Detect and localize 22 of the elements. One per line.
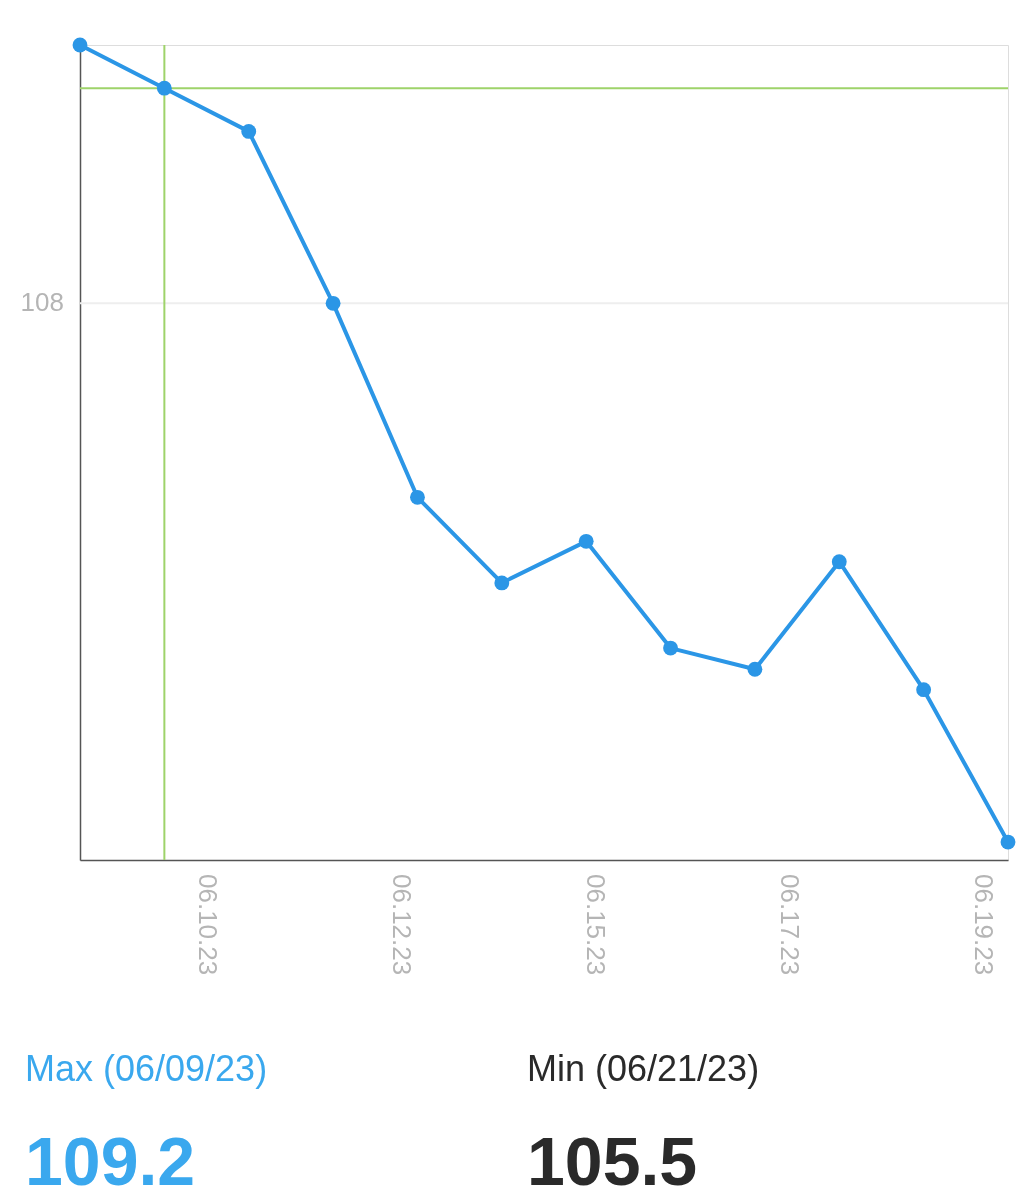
point: [156, 80, 172, 96]
text: 06.15.23: [580, 874, 611, 976]
point: [494, 575, 510, 591]
point: [241, 123, 257, 139]
point: [325, 295, 341, 311]
point: [578, 533, 594, 549]
text: 06.17.23: [774, 874, 805, 976]
text: Min (06/21/23): [527, 1048, 760, 1089]
text: 06.12.23: [386, 874, 417, 976]
point: [747, 661, 763, 677]
text: 108: [20, 287, 64, 318]
text: 06.10.23: [192, 874, 223, 976]
text: 06.19.23: [968, 874, 999, 976]
point: [916, 682, 932, 698]
point: [410, 489, 425, 505]
text: 109.2: [25, 1123, 196, 1199]
text: Max (06/09/23): [25, 1048, 268, 1089]
point: [663, 640, 678, 656]
text: 105.5: [527, 1123, 698, 1199]
point: [72, 37, 88, 53]
point: [831, 554, 847, 570]
point: [1000, 834, 1016, 850]
